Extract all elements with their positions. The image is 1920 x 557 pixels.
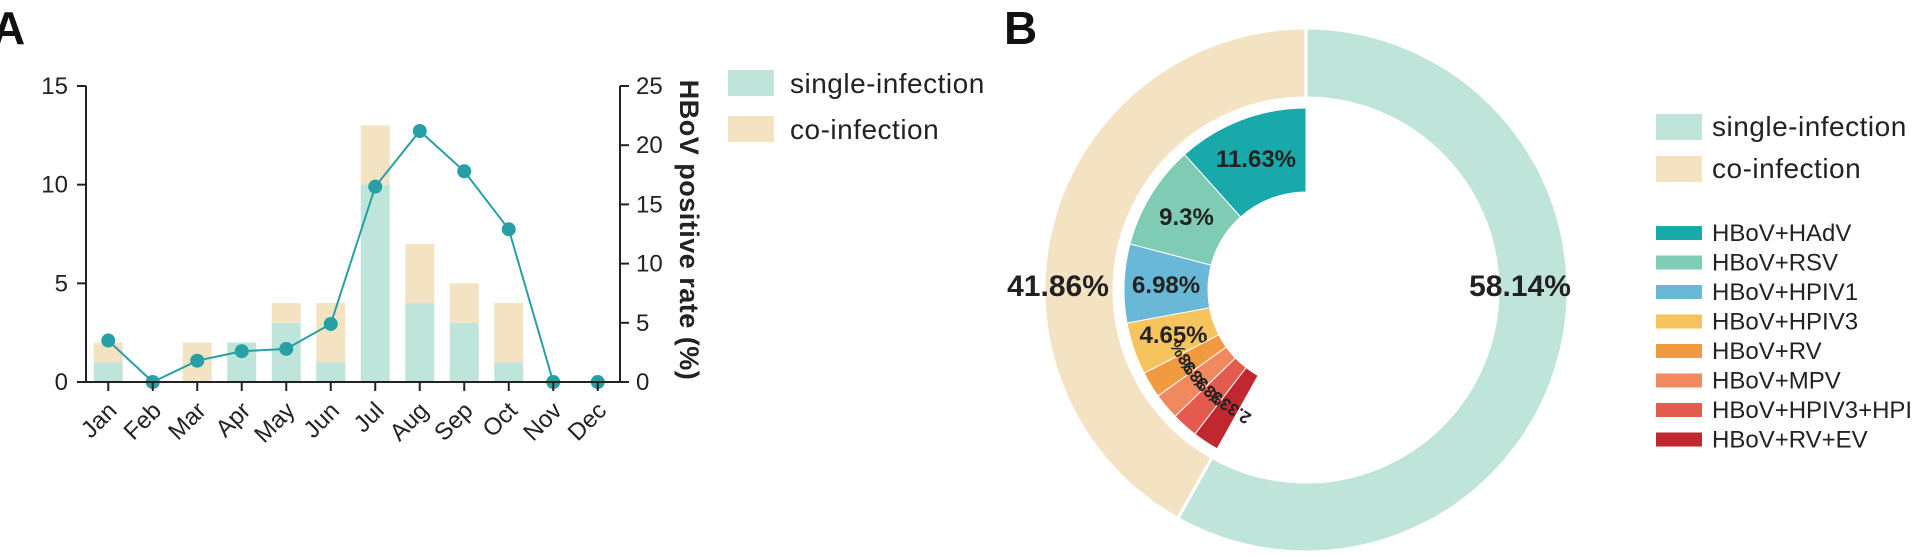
rate-point-mar [190, 353, 205, 368]
y2-tick-label: 15 [636, 191, 663, 218]
inner-slice-hbov-hpiv1 [1123, 243, 1212, 324]
chart-b: 58.14%41.86%11.63%9.3%6.98%4.65%2.33%2.3… [1007, 26, 1571, 554]
x-tick-label: Mar [163, 397, 211, 445]
legend-label-co-b: co-infection [1712, 153, 1861, 184]
bar-co-oct [494, 303, 524, 363]
inner-label-hbov-hadv: 11.63% [1216, 146, 1296, 173]
x-tick-label: Feb [119, 397, 167, 445]
legend-label-hbov-hpiv1: HBoV+HPIV1 [1712, 279, 1858, 306]
bar-co-jul [360, 125, 390, 185]
inner-label-hbov-rsv: 9.3% [1159, 204, 1214, 231]
x-tick-label: Sep [429, 397, 478, 446]
bar-single-oct [494, 362, 524, 382]
x-tick-label: Dec [563, 397, 612, 446]
bar-single-jun [316, 362, 346, 382]
panel-b-letter: B [1004, 2, 1037, 54]
rate-point-apr [234, 344, 249, 359]
inner-slice-hbov-rv [1143, 334, 1228, 397]
rate-point-oct [501, 222, 516, 237]
inner-slice-hbov-rv-ev [1194, 366, 1259, 450]
legend-label-co-a: co-infection [790, 114, 939, 145]
legend-label-hbov-hpiv3-hpi: HBoV+HPIV3+HPI [1712, 397, 1912, 424]
y2-tick-label: 0 [636, 369, 649, 396]
outer-slice-co [1042, 26, 1308, 521]
bar-co-aug [405, 243, 435, 304]
legend-swatch-hbov-mpv [1656, 373, 1702, 388]
legend-label-hbov-mpv: HBoV+MPV [1712, 368, 1841, 395]
x-tick-label: May [249, 397, 300, 448]
bar-co-may [271, 303, 301, 323]
inner-slice-hbov-hadv [1183, 107, 1307, 218]
x-tick-label: Jun [299, 397, 345, 443]
y2-tick-label: 10 [636, 251, 663, 278]
y2-tick-label: 25 [636, 73, 663, 100]
x-tick-label: Jan [76, 397, 122, 443]
x-tick-label: Jul [349, 397, 390, 438]
x-tick-label: Aug [385, 397, 434, 446]
legend-label-hbov-rsv: HBoV+RSV [1712, 250, 1838, 277]
inner-slice-hbov-mpv [1157, 346, 1237, 418]
legend-label-hbov-hpiv3: HBoV+HPIV3 [1712, 309, 1858, 336]
inner-slice-hbov-hpiv3-hpi [1174, 357, 1247, 435]
y-tick-label: 0 [55, 369, 68, 396]
rate-point-jun [323, 316, 338, 331]
rate-point-jul [368, 179, 383, 194]
legend-label-hbov-rv-ev: HBoV+RV+EV [1712, 427, 1868, 454]
legend-swatch-hbov-hadv [1656, 226, 1702, 240]
inner-label-hbov-hpiv3: 4.65% [1139, 322, 1207, 349]
bar-single-jan [93, 362, 123, 382]
bar-co-sep [449, 283, 479, 323]
x-tick-label: Oct [477, 397, 523, 443]
rate-point-jan [101, 333, 116, 348]
legend-label-single-a: single-infection [790, 68, 985, 99]
y2-tick-label: 20 [636, 132, 663, 159]
legend-b: single-infection co-infection HBoV+HAdV H… [1656, 111, 1912, 454]
legend-label-single-b: single-infection [1712, 111, 1907, 142]
inner-slice-hbov-rsv [1129, 153, 1242, 266]
legend-swatch-hbov-rv [1656, 344, 1702, 358]
bar-co-jun [316, 303, 346, 363]
legend-swatch-single-a [728, 70, 774, 96]
y2-tick-label: 5 [636, 310, 649, 337]
inner-label-hbov-hpiv1: 6.98% [1132, 272, 1200, 299]
y-tick-label: 15 [41, 73, 68, 100]
rate-point-aug [412, 123, 427, 138]
legend-swatch-hbov-rsv [1656, 255, 1702, 270]
x-tick-label: Apr [210, 397, 256, 443]
legend-swatch-co-b [1656, 156, 1702, 182]
bar-single-sep [449, 322, 479, 382]
positive-rate-line [107, 129, 598, 384]
legend-swatch-hbov-hpiv3 [1656, 314, 1702, 329]
inner-slice-hbov-hpiv3 [1126, 307, 1220, 374]
panel-a-letter: A [0, 2, 25, 54]
bar-single-aug [405, 303, 435, 382]
y-tick-label: 10 [41, 172, 68, 199]
outer-label-co: 41.86% [1007, 270, 1109, 303]
legend-label-hbov-rv: HBoV+RV [1712, 338, 1822, 365]
x-tick-label: Nov [518, 397, 567, 446]
rate-point-may [279, 341, 294, 356]
rate-point-sep [457, 164, 472, 179]
legend-swatch-hbov-hpiv3-hpi [1656, 403, 1702, 417]
y-tick-label: 5 [55, 270, 68, 297]
legend-swatch-hbov-hpiv1 [1656, 285, 1702, 299]
y2-axis-title: HBoV positive rate (%) [674, 80, 704, 381]
legend-swatch-single-b [1656, 114, 1702, 140]
outer-slice-single [1175, 26, 1570, 554]
legend-label-hbov-hadv: HBoV+HAdV [1712, 220, 1851, 247]
legend-swatch-hbov-rv-ev [1656, 432, 1702, 447]
bar-single-jul [360, 184, 390, 382]
legend-swatch-co-a [728, 116, 774, 142]
outer-label-single: 58.14% [1469, 270, 1571, 303]
